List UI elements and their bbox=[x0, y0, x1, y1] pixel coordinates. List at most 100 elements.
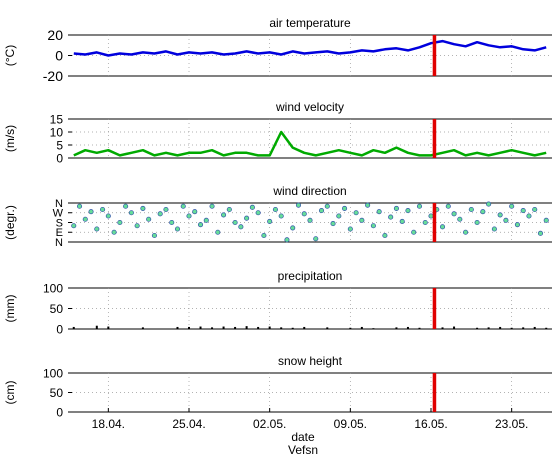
data-point bbox=[203, 217, 209, 223]
panel-title: air temperature bbox=[269, 16, 351, 30]
data-point bbox=[71, 223, 77, 229]
panel-title: wind velocity bbox=[275, 100, 344, 114]
data-point bbox=[342, 205, 348, 211]
data-point bbox=[128, 210, 134, 216]
data-point bbox=[393, 205, 399, 211]
data-point bbox=[221, 212, 227, 218]
y-tick-label: 5 bbox=[56, 138, 63, 152]
y-tick-label: N bbox=[55, 237, 63, 249]
y-tick-label: 10 bbox=[50, 125, 64, 139]
panel-5: 100 50 0 snow height (cm) bbox=[3, 354, 552, 419]
data-point bbox=[318, 208, 325, 214]
y-tick-label: 15 bbox=[50, 112, 64, 126]
y-tick-label: 0 bbox=[56, 405, 63, 419]
data-point bbox=[457, 216, 463, 222]
data-point bbox=[238, 224, 244, 230]
data-point bbox=[174, 226, 181, 232]
data-point bbox=[140, 205, 146, 211]
y-tick-label: 0 bbox=[56, 151, 63, 165]
data-point bbox=[134, 223, 140, 229]
data-point bbox=[111, 229, 117, 235]
data-point bbox=[249, 204, 255, 210]
data-point bbox=[255, 210, 261, 216]
x-tick-label: 02.05. bbox=[253, 417, 286, 431]
y-tick-label: 100 bbox=[43, 366, 63, 380]
y-tick-label: -20 bbox=[43, 68, 63, 84]
y-axis-label: (degr.) bbox=[3, 205, 17, 240]
data-point bbox=[290, 225, 296, 231]
data-point bbox=[537, 230, 544, 236]
x-tick-label: 18.04. bbox=[92, 417, 125, 431]
data-point bbox=[445, 203, 451, 209]
data-point bbox=[491, 226, 497, 232]
x-axis-label: date bbox=[291, 430, 315, 444]
y-axis-label: (°C) bbox=[3, 45, 17, 66]
y-tick-label: 0 bbox=[55, 48, 63, 64]
y-tick-label: E bbox=[56, 227, 63, 239]
y-tick-label: W bbox=[53, 208, 64, 220]
data-point bbox=[399, 218, 405, 224]
data-point bbox=[123, 203, 129, 209]
y-tick-label: S bbox=[56, 217, 63, 229]
data-point bbox=[295, 202, 302, 208]
x-axis: 18.04. 25.04. 02.05. 09.05. 16.05. 23.05. bbox=[92, 408, 528, 431]
data-point bbox=[428, 213, 434, 219]
x-tick-label: 25.04. bbox=[172, 417, 205, 431]
data-point bbox=[169, 219, 175, 226]
data-point bbox=[197, 222, 204, 228]
y-axis-label: (m/s) bbox=[3, 125, 17, 152]
x-tick-label: 23.05. bbox=[495, 417, 528, 431]
data-point bbox=[232, 219, 238, 226]
x-tick-label: 09.05. bbox=[334, 417, 367, 431]
data-point bbox=[146, 216, 152, 222]
data-point bbox=[192, 209, 198, 215]
data-point bbox=[215, 229, 221, 235]
series-line bbox=[73, 130, 547, 157]
data-point bbox=[405, 208, 411, 214]
y-axis-label: (mm) bbox=[3, 295, 17, 323]
data-point bbox=[463, 229, 469, 235]
data-point bbox=[503, 217, 509, 223]
data-point bbox=[422, 219, 428, 226]
data-point bbox=[359, 217, 365, 223]
data-point bbox=[336, 213, 342, 219]
data-point bbox=[382, 232, 388, 239]
data-point bbox=[180, 203, 186, 209]
data-point bbox=[76, 203, 83, 209]
data-point bbox=[416, 203, 423, 209]
data-point bbox=[163, 206, 169, 213]
data-point bbox=[520, 208, 526, 214]
data-point bbox=[151, 232, 157, 239]
y-tick-label: N bbox=[55, 198, 63, 210]
data-point bbox=[94, 226, 100, 232]
data-point bbox=[509, 203, 515, 209]
data-point bbox=[411, 229, 417, 235]
data-point bbox=[307, 217, 313, 223]
data-point bbox=[526, 213, 532, 219]
footer-label: Vefsn bbox=[288, 443, 318, 457]
data-point bbox=[244, 215, 250, 221]
y-tick-label: 50 bbox=[50, 302, 64, 316]
x-tick-label: 16.05. bbox=[414, 417, 447, 431]
data-point bbox=[451, 211, 457, 217]
data-point bbox=[388, 214, 394, 220]
panel-title: precipitation bbox=[278, 269, 343, 283]
data-point bbox=[267, 218, 273, 224]
y-tick-label: 20 bbox=[47, 27, 63, 43]
series-line bbox=[73, 39, 547, 57]
data-point bbox=[100, 206, 106, 213]
data-point bbox=[474, 219, 480, 226]
data-point bbox=[532, 206, 538, 213]
data-point bbox=[278, 213, 284, 219]
data-point bbox=[301, 211, 307, 217]
panel-4: 100 50 0 precipitation (mm) bbox=[3, 269, 552, 336]
data-point bbox=[209, 203, 215, 209]
data-point bbox=[365, 202, 371, 208]
data-point bbox=[543, 217, 549, 223]
data-point bbox=[157, 211, 163, 217]
data-point bbox=[347, 226, 353, 232]
